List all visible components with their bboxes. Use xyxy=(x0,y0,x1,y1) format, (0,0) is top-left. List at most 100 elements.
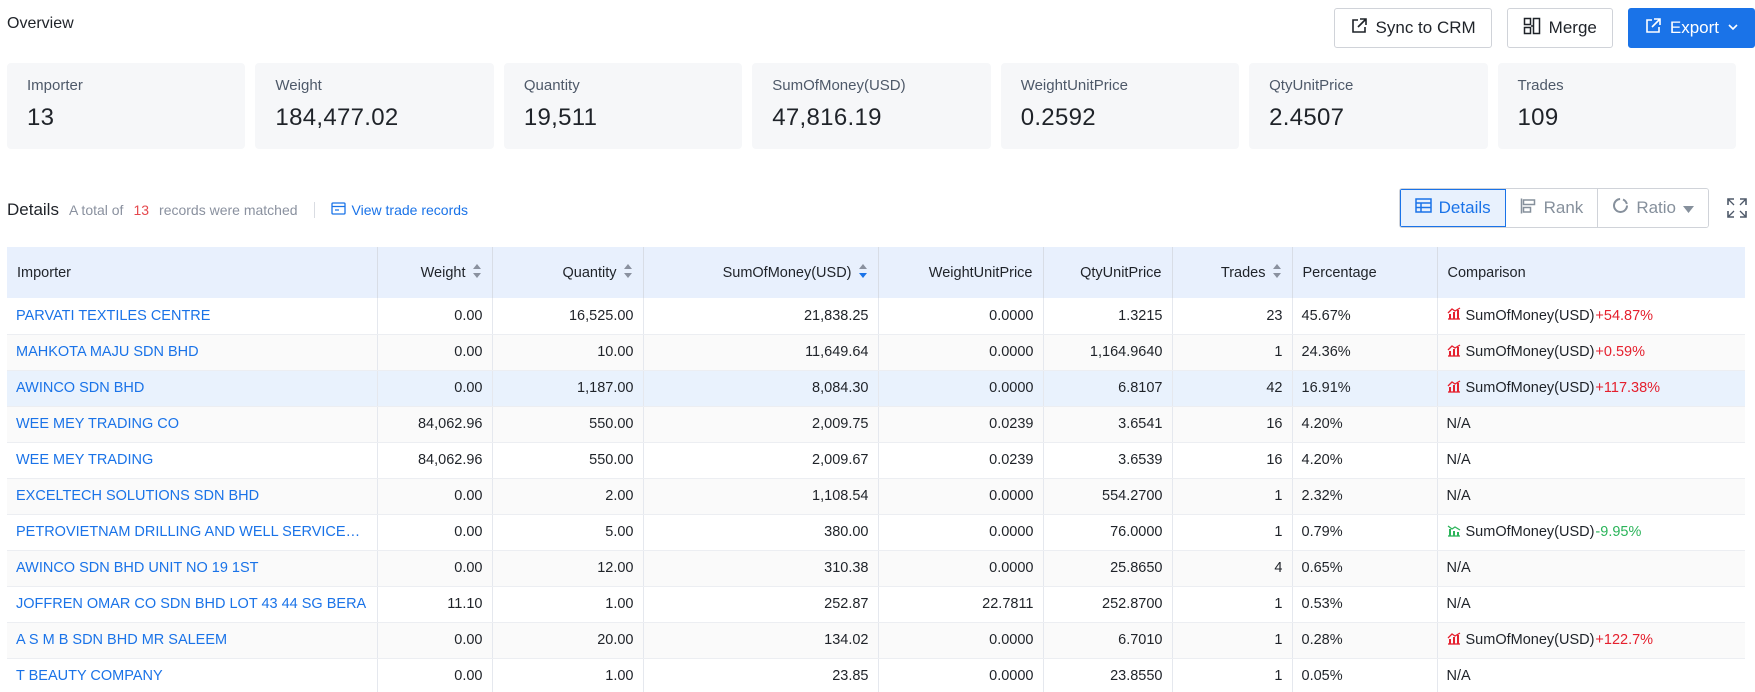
table-row[interactable]: WEE MEY TRADING 84,062.96 550.00 2,009.67 0.… xyxy=(7,442,1745,479)
stat-label: Weight xyxy=(275,77,322,94)
column-header-quantity[interactable]: Quantity xyxy=(492,247,644,298)
importer-link[interactable]: PARVATI TEXTILES CENTRE xyxy=(7,298,378,335)
view-rank-button[interactable]: Rank xyxy=(1505,189,1599,227)
stat-label: Importer xyxy=(27,77,83,94)
chevron-down-icon xyxy=(1727,18,1739,38)
column-header-sum-of-money[interactable]: SumOfMoney(USD) xyxy=(643,247,879,298)
importer-link[interactable]: WEE MEY TRADING xyxy=(7,442,378,479)
table-row[interactable]: PARVATI TEXTILES CENTRE 0.00 16,525.00 21,8… xyxy=(7,298,1745,335)
weight-cell: 0.00 xyxy=(377,298,493,335)
details-title: Details xyxy=(7,200,59,219)
qty-unit-price-cell: 23.8550 xyxy=(1043,658,1173,692)
trend-up-chart-icon xyxy=(1447,343,1461,361)
weight-cell: 0.00 xyxy=(377,478,493,515)
comparison-cell: N/A xyxy=(1437,658,1745,692)
percentage-cell: 16.91% xyxy=(1292,370,1438,407)
importer-link[interactable]: AWINCO SDN BHD xyxy=(7,370,378,407)
comparison-change: +0.59% xyxy=(1595,344,1646,360)
details-table: Importer Weight Quantity SumOfMoney(USD)… xyxy=(7,247,1745,692)
table-row[interactable]: PETROVIETNAM DRILLING AND WELL SERVICES … xyxy=(7,514,1745,551)
column-label: Trades xyxy=(1220,264,1266,281)
table-body: PARVATI TEXTILES CENTRE 0.00 16,525.00 21,8… xyxy=(7,298,1745,692)
quantity-cell: 1.00 xyxy=(492,658,644,692)
table-row[interactable]: JOFFREN OMAR CO SDN BHD LOT 43 44 SG BER… xyxy=(7,586,1745,623)
importer-link[interactable]: EXCELTECH SOLUTIONS SDN BHD xyxy=(7,478,378,515)
table-row[interactable]: AWINCO SDN BHD UNIT NO 19 1ST 0.00 12.00 31… xyxy=(7,550,1745,587)
importer-link[interactable]: WEE MEY TRADING CO xyxy=(7,406,378,443)
stat-value: 13 xyxy=(27,104,55,131)
table-row[interactable]: EXCELTECH SOLUTIONS SDN BHD 0.00 2.00 1,108… xyxy=(7,478,1745,515)
stat-label: WeightUnitPrice xyxy=(1020,77,1128,94)
stat-card-weight: Weight 184,477.02 xyxy=(255,63,494,149)
importer-link[interactable]: AWINCO SDN BHD UNIT NO 19 1ST xyxy=(7,550,378,587)
export-button[interactable]: Export xyxy=(1627,8,1755,48)
view-trade-records-label: View trade records xyxy=(351,202,469,218)
trades-cell: 42 xyxy=(1172,370,1293,407)
table-row[interactable]: AWINCO SDN BHD 0.00 1,187.00 8,084.30 0.0000… xyxy=(7,370,1745,407)
ring-chart-icon xyxy=(1612,197,1629,219)
sort-icon[interactable] xyxy=(623,263,633,283)
percentage-cell: 45.67% xyxy=(1292,298,1438,335)
quantity-cell: 20.00 xyxy=(492,622,644,659)
weight-unit-price-cell: 0.0000 xyxy=(878,334,1044,371)
trades-cell: 1 xyxy=(1172,658,1293,692)
merge-label: Merge xyxy=(1548,18,1597,37)
column-label: Importer xyxy=(17,264,71,281)
trend-down-chart-icon xyxy=(1447,524,1461,541)
importer-link[interactable]: PETROVIETNAM DRILLING AND WELL SERVICES … xyxy=(7,514,378,551)
comparison-change: -9.95% xyxy=(1595,524,1642,540)
weight-cell: 84,062.96 xyxy=(377,406,493,443)
top-actions: Sync to CRM Merge Export xyxy=(1333,8,1755,48)
merge-button[interactable]: Merge xyxy=(1506,8,1613,48)
importer-link[interactable]: A S M B SDN BHD MR SALEEM xyxy=(7,622,378,659)
weight-cell: 0.00 xyxy=(377,334,493,371)
table-row[interactable]: T BEAUTY COMPANY 0.00 1.00 23.85 0.0000 23.85… xyxy=(7,658,1745,692)
stat-label: QtyUnitPrice xyxy=(1269,77,1354,94)
details-bar: Details A total of 13 records were match… xyxy=(7,195,1755,225)
sort-icon[interactable] xyxy=(472,263,482,283)
percentage-cell: 0.53% xyxy=(1292,586,1438,623)
stat-label: Trades xyxy=(1517,77,1564,94)
table-row[interactable]: A S M B SDN BHD MR SALEEM 0.00 20.00 134.02… xyxy=(7,622,1745,659)
column-header-weight-unit-price: WeightUnitPrice xyxy=(878,247,1044,298)
sort-desc-active-icon[interactable] xyxy=(858,263,868,283)
view-trade-records-link[interactable]: View trade records xyxy=(330,202,469,218)
column-header-importer: Importer xyxy=(7,247,378,298)
importer-link[interactable]: JOFFREN OMAR CO SDN BHD LOT 43 44 SG BER… xyxy=(7,586,378,623)
weight-cell: 84,062.96 xyxy=(377,442,493,479)
export-label: Export xyxy=(1669,18,1719,37)
sort-icon[interactable] xyxy=(1272,263,1282,283)
qty-unit-price-cell: 25.8650 xyxy=(1043,550,1173,587)
stat-value: 109 xyxy=(1517,104,1559,131)
view-details-button[interactable]: Details xyxy=(1399,189,1506,227)
comparison-cell: SumOfMoney(USD) +0.59% xyxy=(1437,334,1745,371)
weight-cell: 0.00 xyxy=(377,514,493,551)
table-row[interactable]: WEE MEY TRADING CO 84,062.96 550.00 2,009.7… xyxy=(7,406,1745,443)
column-header-trades[interactable]: Trades xyxy=(1172,247,1293,298)
sum-of-money-cell: 1,108.54 xyxy=(643,478,879,515)
page-title: Overview xyxy=(7,15,74,32)
records-summary: A total of 13 records were matched xyxy=(69,202,298,218)
qty-unit-price-cell: 6.8107 xyxy=(1043,370,1173,407)
trades-cell: 16 xyxy=(1172,442,1293,479)
sum-of-money-cell: 2,009.67 xyxy=(643,442,879,479)
column-header-weight[interactable]: Weight xyxy=(377,247,493,298)
importer-link[interactable]: T BEAUTY COMPANY xyxy=(7,658,378,692)
fullscreen-icon[interactable] xyxy=(1725,196,1749,220)
comparison-na: N/A xyxy=(1446,488,1471,504)
table-row[interactable]: MAHKOTA MAJU SDN BHD 0.00 10.00 11,649.64 0.… xyxy=(7,334,1745,371)
comparison-cell: N/A xyxy=(1437,442,1745,479)
divider xyxy=(313,202,315,218)
qty-unit-price-cell: 1.3215 xyxy=(1043,298,1173,335)
trades-cell: 1 xyxy=(1172,514,1293,551)
trades-cell: 16 xyxy=(1172,406,1293,443)
export-icon xyxy=(1644,17,1662,40)
sync-to-crm-button[interactable]: Sync to CRM xyxy=(1333,8,1492,48)
sum-of-money-cell: 2,009.75 xyxy=(643,406,879,443)
quantity-cell: 550.00 xyxy=(492,406,644,443)
importer-link[interactable]: MAHKOTA MAJU SDN BHD xyxy=(7,334,378,371)
view-ratio-button[interactable]: Ratio xyxy=(1598,189,1708,227)
comparison-cell: N/A xyxy=(1437,586,1745,623)
stat-card-quantity: Quantity 19,511 xyxy=(503,63,743,149)
column-label: Comparison xyxy=(1447,264,1526,281)
